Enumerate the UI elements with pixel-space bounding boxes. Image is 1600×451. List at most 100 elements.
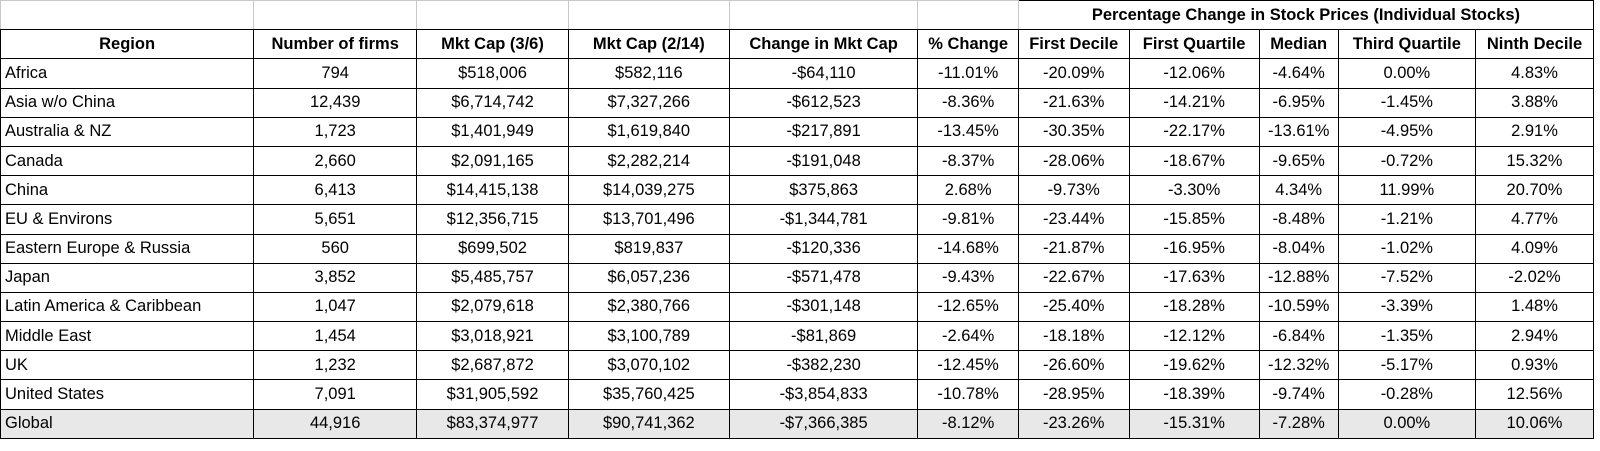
cell-first-quartile: -16.95% bbox=[1128, 233, 1260, 264]
cell-pct-change: -8.36% bbox=[917, 87, 1019, 118]
cell-pct-change: -13.45% bbox=[917, 116, 1019, 147]
cell-ninth-decile: 2.91% bbox=[1475, 116, 1594, 147]
cell-mkt-cap-2-14: $3,070,102 bbox=[567, 350, 730, 381]
cell-change-in-mkt-cap: -$612,523 bbox=[728, 87, 919, 118]
super-header-spacer bbox=[728, 0, 919, 31]
global-total-row: Global 44,916 $83,374,977 $90,741,362 -$7,36… bbox=[0, 408, 1594, 439]
cell-median: -10.59% bbox=[1258, 291, 1339, 323]
cell-pct-change: -11.01% bbox=[917, 58, 1019, 89]
cell-pct-change: -9.81% bbox=[917, 204, 1019, 235]
cell-pct-change: -8.37% bbox=[917, 145, 1019, 177]
stock-price-change-table: Percentage Change in Stock Prices (Indiv… bbox=[0, 0, 1595, 439]
cell-change-in-mkt-cap: $375,863 bbox=[728, 175, 919, 206]
cell-mkt-cap-3-6: $5,485,757 bbox=[416, 262, 569, 293]
cell-number-of-firms: 44,916 bbox=[253, 408, 418, 439]
cell-mkt-cap-2-14: $90,741,362 bbox=[567, 408, 730, 439]
column-header-mkt-cap-3-6: Mkt Cap (3/6) bbox=[416, 29, 569, 60]
cell-third-quartile: -1.21% bbox=[1337, 204, 1477, 235]
cell-first-quartile: -15.31% bbox=[1128, 408, 1260, 439]
column-header-pct-change: % Change bbox=[917, 29, 1019, 60]
cell-change-in-mkt-cap: -$3,854,833 bbox=[728, 379, 919, 410]
cell-first-decile: -30.35% bbox=[1017, 116, 1130, 147]
cell-first-decile: -28.06% bbox=[1017, 145, 1130, 177]
cell-mkt-cap-3-6: $2,091,165 bbox=[416, 145, 569, 177]
column-header-change-in-mkt-cap: Change in Mkt Cap bbox=[728, 29, 919, 60]
column-header-ninth-decile: Ninth Decile bbox=[1475, 29, 1594, 60]
cell-change-in-mkt-cap: -$81,869 bbox=[728, 321, 919, 352]
cell-ninth-decile: 1.48% bbox=[1475, 291, 1594, 323]
cell-ninth-decile: 0.93% bbox=[1475, 350, 1594, 381]
cell-mkt-cap-2-14: $819,837 bbox=[567, 233, 730, 264]
cell-region: Latin America & Caribbean bbox=[0, 291, 255, 323]
table-row: Asia w/o China 12,439 $6,714,742 $7,327,266… bbox=[0, 87, 1594, 118]
cell-third-quartile: -5.17% bbox=[1337, 350, 1477, 381]
column-header-median: Median bbox=[1258, 29, 1339, 60]
cell-region: UK bbox=[0, 350, 255, 381]
cell-third-quartile: 0.00% bbox=[1337, 58, 1477, 89]
cell-median: 4.34% bbox=[1258, 175, 1339, 206]
column-header-first-decile: First Decile bbox=[1017, 29, 1130, 60]
cell-first-quartile: -3.30% bbox=[1128, 175, 1260, 206]
cell-median: -12.88% bbox=[1258, 262, 1339, 293]
cell-mkt-cap-3-6: $3,018,921 bbox=[416, 321, 569, 352]
cell-number-of-firms: 1,723 bbox=[253, 116, 418, 147]
table-row: EU & Environs 5,651 $12,356,715 $13,701,496… bbox=[0, 204, 1594, 235]
column-header-mkt-cap-2-14: Mkt Cap (2/14) bbox=[567, 29, 730, 60]
cell-mkt-cap-3-6: $518,006 bbox=[416, 58, 569, 89]
cell-number-of-firms: 7,091 bbox=[253, 379, 418, 410]
cell-change-in-mkt-cap: -$7,366,385 bbox=[728, 408, 919, 439]
cell-ninth-decile: -2.02% bbox=[1475, 262, 1594, 293]
cell-median: -6.84% bbox=[1258, 321, 1339, 352]
cell-third-quartile: -1.02% bbox=[1337, 233, 1477, 264]
column-header-first-quartile: First Quartile bbox=[1128, 29, 1260, 60]
cell-region: Middle East bbox=[0, 321, 255, 352]
cell-first-decile: -26.60% bbox=[1017, 350, 1130, 381]
cell-mkt-cap-2-14: $1,619,840 bbox=[567, 116, 730, 147]
super-header-spacer bbox=[416, 0, 569, 31]
cell-ninth-decile: 15.32% bbox=[1475, 145, 1594, 177]
cell-mkt-cap-3-6: $14,415,138 bbox=[416, 175, 569, 206]
cell-first-quartile: -15.85% bbox=[1128, 204, 1260, 235]
cell-first-quartile: -18.67% bbox=[1128, 145, 1260, 177]
cell-pct-change: -14.68% bbox=[917, 233, 1019, 264]
cell-first-quartile: -17.63% bbox=[1128, 262, 1260, 293]
cell-first-quartile: -22.17% bbox=[1128, 116, 1260, 147]
cell-first-quartile: -19.62% bbox=[1128, 350, 1260, 381]
cell-change-in-mkt-cap: -$1,344,781 bbox=[728, 204, 919, 235]
cell-change-in-mkt-cap: -$571,478 bbox=[728, 262, 919, 293]
table-row: Japan 3,852 $5,485,757 $6,057,236 -$571,478-… bbox=[0, 262, 1594, 293]
cell-change-in-mkt-cap: -$301,148 bbox=[728, 291, 919, 323]
cell-third-quartile: -0.28% bbox=[1337, 379, 1477, 410]
cell-mkt-cap-2-14: $3,100,789 bbox=[567, 321, 730, 352]
cell-median: -4.64% bbox=[1258, 58, 1339, 89]
cell-mkt-cap-2-14: $6,057,236 bbox=[567, 262, 730, 293]
cell-mkt-cap-3-6: $12,356,715 bbox=[416, 204, 569, 235]
cell-ninth-decile: 4.83% bbox=[1475, 58, 1594, 89]
super-header-title: Percentage Change in Stock Prices (Indiv… bbox=[1017, 0, 1595, 31]
cell-third-quartile: -7.52% bbox=[1337, 262, 1477, 293]
cell-pct-change: -12.65% bbox=[917, 291, 1019, 323]
cell-ninth-decile: 2.94% bbox=[1475, 321, 1594, 352]
cell-change-in-mkt-cap: -$217,891 bbox=[728, 116, 919, 147]
cell-first-decile: -25.40% bbox=[1017, 291, 1130, 323]
cell-mkt-cap-2-14: $2,282,214 bbox=[567, 145, 730, 177]
cell-mkt-cap-3-6: $2,079,618 bbox=[416, 291, 569, 323]
table-row: Australia & NZ 1,723 $1,401,949 $1,619,840-… bbox=[0, 116, 1594, 147]
cell-pct-change: -8.12% bbox=[917, 408, 1019, 439]
cell-mkt-cap-3-6: $2,687,872 bbox=[416, 350, 569, 381]
column-header-region: Region bbox=[0, 29, 255, 60]
cell-number-of-firms: 6,413 bbox=[253, 175, 418, 206]
table-row: Eastern Europe & Russia 560 $699,502 $819,8… bbox=[0, 233, 1594, 264]
cell-median: -9.74% bbox=[1258, 379, 1339, 410]
cell-number-of-firms: 1,232 bbox=[253, 350, 418, 381]
cell-region: Asia w/o China bbox=[0, 87, 255, 118]
cell-ninth-decile: 12.56% bbox=[1475, 379, 1594, 410]
cell-first-decile: -23.44% bbox=[1017, 204, 1130, 235]
table-body: Africa 794 $518,006 $582,116 -$64,110 -11.01%… bbox=[0, 58, 1594, 439]
table-row: China 6,413 $14,415,138 $14,039,275 $375,863… bbox=[0, 175, 1594, 206]
table-row: Canada 2,660 $2,091,165 $2,282,214 -$191,048… bbox=[0, 145, 1594, 177]
column-header-number-of-firms: Number of firms bbox=[253, 29, 418, 60]
cell-number-of-firms: 3,852 bbox=[253, 262, 418, 293]
cell-median: -13.61% bbox=[1258, 116, 1339, 147]
cell-pct-change: 2.68% bbox=[917, 175, 1019, 206]
